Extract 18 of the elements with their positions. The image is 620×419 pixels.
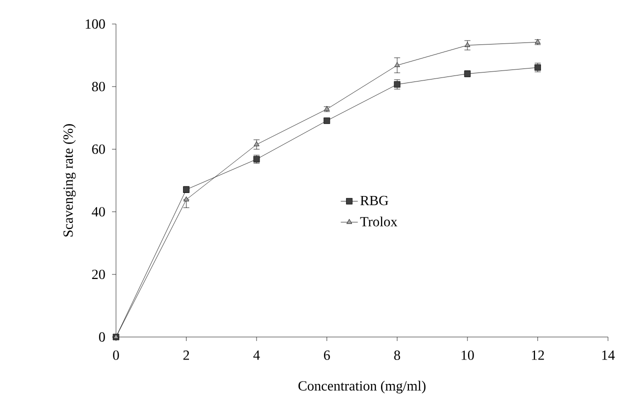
x-tick-label: 6	[324, 350, 330, 360]
x-tick-label: 12	[532, 350, 544, 360]
y-tick-label: 20	[92, 270, 105, 280]
x-tick-label: 10	[462, 350, 474, 360]
x-axis-title: Concentration (mg/ml)	[298, 380, 426, 394]
x-tick-label: 2	[183, 350, 189, 360]
legend-label: Trolox	[360, 216, 398, 226]
y-tick-label: 100	[86, 19, 105, 29]
y-tick-label: 60	[92, 144, 105, 154]
x-tick-label: 14	[602, 350, 615, 360]
x-tick-label: 8	[394, 350, 400, 360]
y-axis-title: Scavenging rate (%)	[63, 124, 76, 236]
x-tick-label: 4	[253, 350, 260, 360]
x-tick-label: 0	[113, 350, 119, 360]
y-tick-label: 80	[92, 82, 105, 92]
legend-label: RBG	[360, 196, 388, 206]
y-tick-label: 0	[99, 332, 105, 342]
y-tick-label: 40	[92, 207, 105, 217]
